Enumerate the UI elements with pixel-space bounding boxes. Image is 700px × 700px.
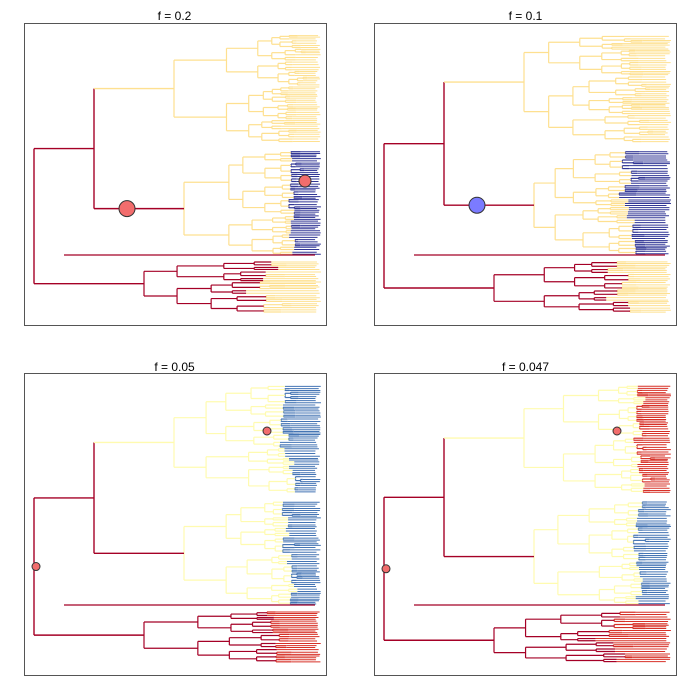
node-marker-1 — [468, 196, 486, 214]
node-marker-1 — [31, 562, 41, 572]
tree-panel-2 — [383, 35, 671, 313]
node-marker-1 — [381, 564, 391, 574]
node-marker-2 — [612, 426, 622, 436]
tree-panel-3 — [31, 385, 321, 663]
node-marker-2 — [298, 174, 312, 188]
node-marker-1 — [118, 200, 136, 218]
panel-title-2: f = 0.1 — [508, 9, 543, 23]
panel-title-1: f = 0.2 — [157, 9, 192, 23]
tree-panel-4 — [381, 385, 671, 663]
tree-panel-1 — [33, 34, 321, 313]
node-marker-2 — [262, 426, 272, 436]
panel-title-4: f = 0.047 — [501, 360, 550, 374]
panel-frame-1 — [24, 23, 327, 326]
panel-title-3: f = 0.05 — [154, 360, 195, 374]
